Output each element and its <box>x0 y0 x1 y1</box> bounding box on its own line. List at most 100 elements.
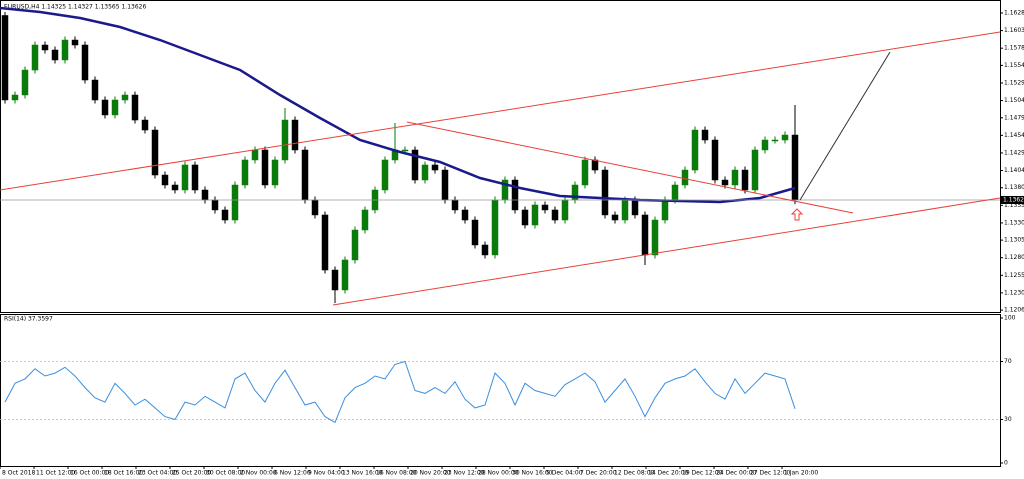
candle-body <box>671 184 679 201</box>
candle-body <box>551 209 559 221</box>
candle-body <box>651 219 659 256</box>
candle-body <box>21 69 29 96</box>
candle-body <box>531 204 539 226</box>
y-tick-label: 1.14295 <box>1004 149 1024 156</box>
rsi-line <box>4 360 796 424</box>
x-tick-label: 9 Nov 04:00 <box>308 470 345 477</box>
candle-body <box>481 244 489 256</box>
candle-body <box>361 209 369 231</box>
candle-body <box>601 169 609 216</box>
candle-body <box>341 259 349 291</box>
x-tick-label: 25 Oct 20:00 <box>172 470 211 477</box>
candle-body <box>751 149 759 191</box>
candle-body <box>331 269 339 291</box>
candle-body <box>101 99 109 116</box>
y-tick-label: 30 <box>1004 416 1012 423</box>
candle-body <box>71 39 79 46</box>
x-tick-label: 24 Dec 00:00 <box>716 470 757 477</box>
main-panel <box>0 0 1001 313</box>
candle-body <box>131 94 139 121</box>
candle-body <box>311 199 319 216</box>
candle-body <box>381 159 389 191</box>
x-tick-label: 14 Dec 20:00 <box>648 470 689 477</box>
candle-body <box>31 44 39 71</box>
candle-body <box>561 199 569 221</box>
candle-body <box>161 174 169 186</box>
x-tick-label: 20 Nov 20:00 <box>410 470 451 477</box>
candle-body <box>111 99 119 116</box>
candle-body <box>241 159 249 186</box>
candle-body <box>631 199 639 216</box>
x-tick-label: 19 Dec 12:00 <box>682 470 723 477</box>
candle-body <box>741 169 749 191</box>
candle-body <box>321 214 329 271</box>
candle-body <box>441 169 449 201</box>
candle-body <box>191 164 199 191</box>
x-tick-label: 5 Dec 04:00 <box>546 470 583 477</box>
candle-body <box>121 94 129 101</box>
candle-body <box>691 129 699 171</box>
x-tick-label: 2 Nov 00:00 <box>240 470 277 477</box>
candle-body <box>1 15 9 101</box>
x-tick-label: 8 Oct 2018 <box>2 470 35 477</box>
y-tick-label: 1.13300 <box>1004 219 1024 226</box>
candle-body <box>171 184 179 191</box>
y-tick-label: 100 <box>1004 315 1016 322</box>
x-tick-label: 27 Dec 12:00 <box>750 470 791 477</box>
trend-line <box>332 197 1001 306</box>
candle-body <box>211 199 219 211</box>
candle-body <box>201 189 209 201</box>
x-tick-label: 16 Oct 00:00 <box>70 470 109 477</box>
x-tick-label: 13 Nov 16:00 <box>342 470 383 477</box>
x-tick-label: 7 Dec 20:00 <box>580 470 617 477</box>
x-tick-label: 30 Oct 08:00 <box>206 470 245 477</box>
candle-body <box>681 169 689 186</box>
candle-body <box>41 44 49 51</box>
candle-body <box>701 129 709 141</box>
x-tick-label: 18 Oct 16:00 <box>104 470 143 477</box>
y-tick-label: 1.16285 <box>1004 10 1024 17</box>
candles <box>1 11 799 303</box>
y-tick-label: 1.14545 <box>1004 132 1024 139</box>
y-tick-label: 1.13055 <box>1004 237 1024 244</box>
last-price-label: 1.13626 <box>1003 196 1024 203</box>
x-tick-label: 1 Jan 20:00 <box>784 470 818 477</box>
candle-body <box>511 179 519 211</box>
candle-body <box>611 214 619 221</box>
y-tick-label: 1.12555 <box>1004 272 1024 279</box>
y-tick-label: 1.13800 <box>1004 184 1024 191</box>
candle-body <box>591 159 599 171</box>
candle-body <box>141 119 149 131</box>
candle-body <box>291 119 299 151</box>
candle-body <box>251 149 259 161</box>
candle-body <box>641 214 649 256</box>
y-tick-label: 1.16035 <box>1004 27 1024 34</box>
candle-body <box>421 164 429 181</box>
y-tick-label: 1.12060 <box>1004 307 1024 314</box>
candle-body <box>261 149 269 186</box>
candle-body <box>721 179 729 186</box>
x-tick-label: 23 Oct 04:00 <box>138 470 177 477</box>
candle-body <box>541 204 549 211</box>
y-tick-label: 1.12805 <box>1004 254 1024 261</box>
candle-body <box>231 184 239 221</box>
candle-body <box>11 94 19 101</box>
candle-body <box>711 139 719 181</box>
candle-body <box>61 39 69 61</box>
candle-body <box>451 199 459 211</box>
candle-body <box>791 134 799 201</box>
candle-body <box>761 139 769 151</box>
y-tick-label: 1.15040 <box>1004 97 1024 104</box>
x-tick-label: 16 Nov 08:00 <box>376 470 417 477</box>
candle-body <box>281 119 289 161</box>
y-tick-label: 1.14045 <box>1004 167 1024 174</box>
symbol-title: EURUSD,H4 1.14325 1.14327 1.13565 1.1362… <box>4 4 146 11</box>
drawings <box>0 31 1001 306</box>
y-tick-label: 1.15785 <box>1004 45 1024 52</box>
candle-body <box>221 209 229 221</box>
trend-line <box>406 121 854 214</box>
last-price-box <box>1001 195 1024 204</box>
candle-body <box>781 134 789 141</box>
candle-body <box>401 149 409 152</box>
